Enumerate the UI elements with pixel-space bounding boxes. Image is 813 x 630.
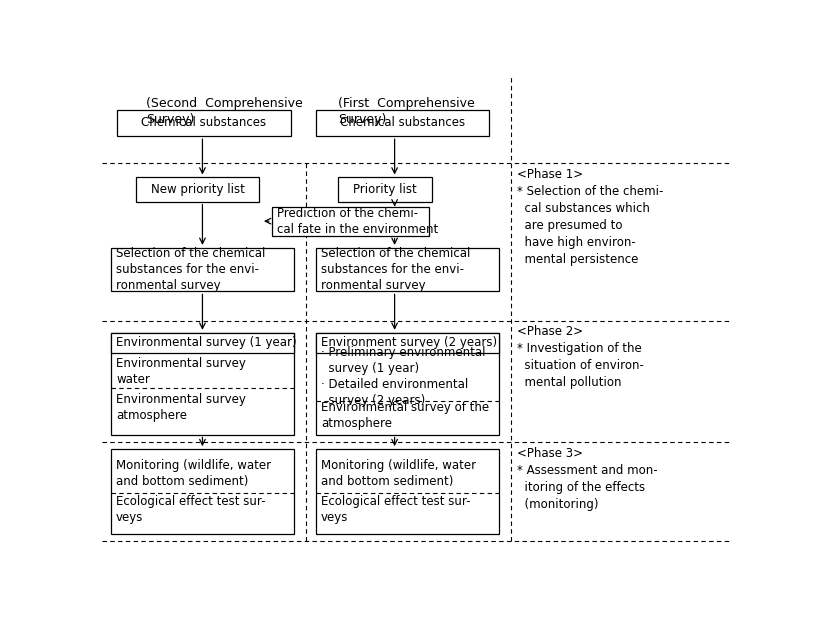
Text: New priority list: New priority list	[150, 183, 245, 196]
Text: Monitoring (wildlife, water
and bottom sediment): Monitoring (wildlife, water and bottom s…	[116, 459, 272, 488]
Text: Prediction of the chemi-
cal fate in the environment: Prediction of the chemi- cal fate in the…	[276, 207, 438, 236]
Text: Monitoring (wildlife, water
and bottom sediment): Monitoring (wildlife, water and bottom s…	[321, 459, 476, 488]
Text: · Preliminary environmental
  survey (1 year)
· Detailed environmental
  survey : · Preliminary environmental survey (1 ye…	[321, 346, 485, 407]
Text: <Phase 3>
* Assessment and mon-
  itoring of the effects
  (monitoring): <Phase 3> * Assessment and mon- itoring …	[518, 447, 658, 511]
Text: Chemical substances: Chemical substances	[141, 117, 267, 129]
Bar	[111, 333, 293, 353]
Text: <Phase 1>
* Selection of the chemi-
  cal substances which
  are presumed to
  h: <Phase 1> * Selection of the chemi- cal …	[518, 168, 664, 266]
Text: Environmental survey (1 year): Environmental survey (1 year)	[116, 336, 297, 350]
Bar	[315, 333, 498, 353]
Bar	[137, 178, 259, 202]
Text: Ecological effect test sur-
veys: Ecological effect test sur- veys	[321, 495, 471, 524]
Text: (First  Comprehensive
Survey): (First Comprehensive Survey)	[338, 98, 475, 127]
Text: Selection of the chemical
substances for the envi-
ronmental survey: Selection of the chemical substances for…	[321, 247, 470, 292]
Bar	[111, 248, 293, 292]
Text: Selection of the chemical
substances for the envi-
ronmental survey: Selection of the chemical substances for…	[116, 247, 266, 292]
Bar	[315, 333, 498, 435]
Text: Environment survey (2 years): Environment survey (2 years)	[321, 336, 497, 350]
Text: (Second  Comprehensive
Survey): (Second Comprehensive Survey)	[146, 98, 302, 127]
Bar	[315, 110, 489, 136]
Bar	[111, 449, 293, 534]
Text: Environmental survey
water: Environmental survey water	[116, 357, 246, 386]
Bar	[117, 110, 291, 136]
Bar	[315, 449, 498, 534]
Text: Environmental survey of the
atmosphere: Environmental survey of the atmosphere	[321, 401, 489, 430]
Text: Environmental survey
atmosphere: Environmental survey atmosphere	[116, 393, 246, 422]
Bar	[111, 333, 293, 435]
Text: Chemical substances: Chemical substances	[340, 117, 465, 129]
Text: Ecological effect test sur-
veys: Ecological effect test sur- veys	[116, 495, 266, 524]
Bar	[272, 207, 429, 236]
Bar	[338, 178, 433, 202]
Bar	[315, 248, 498, 292]
Text: <Phase 2>
* Investigation of the
  situation of environ-
  mental pollution: <Phase 2> * Investigation of the situati…	[518, 326, 645, 389]
Text: Priority list: Priority list	[354, 183, 417, 196]
